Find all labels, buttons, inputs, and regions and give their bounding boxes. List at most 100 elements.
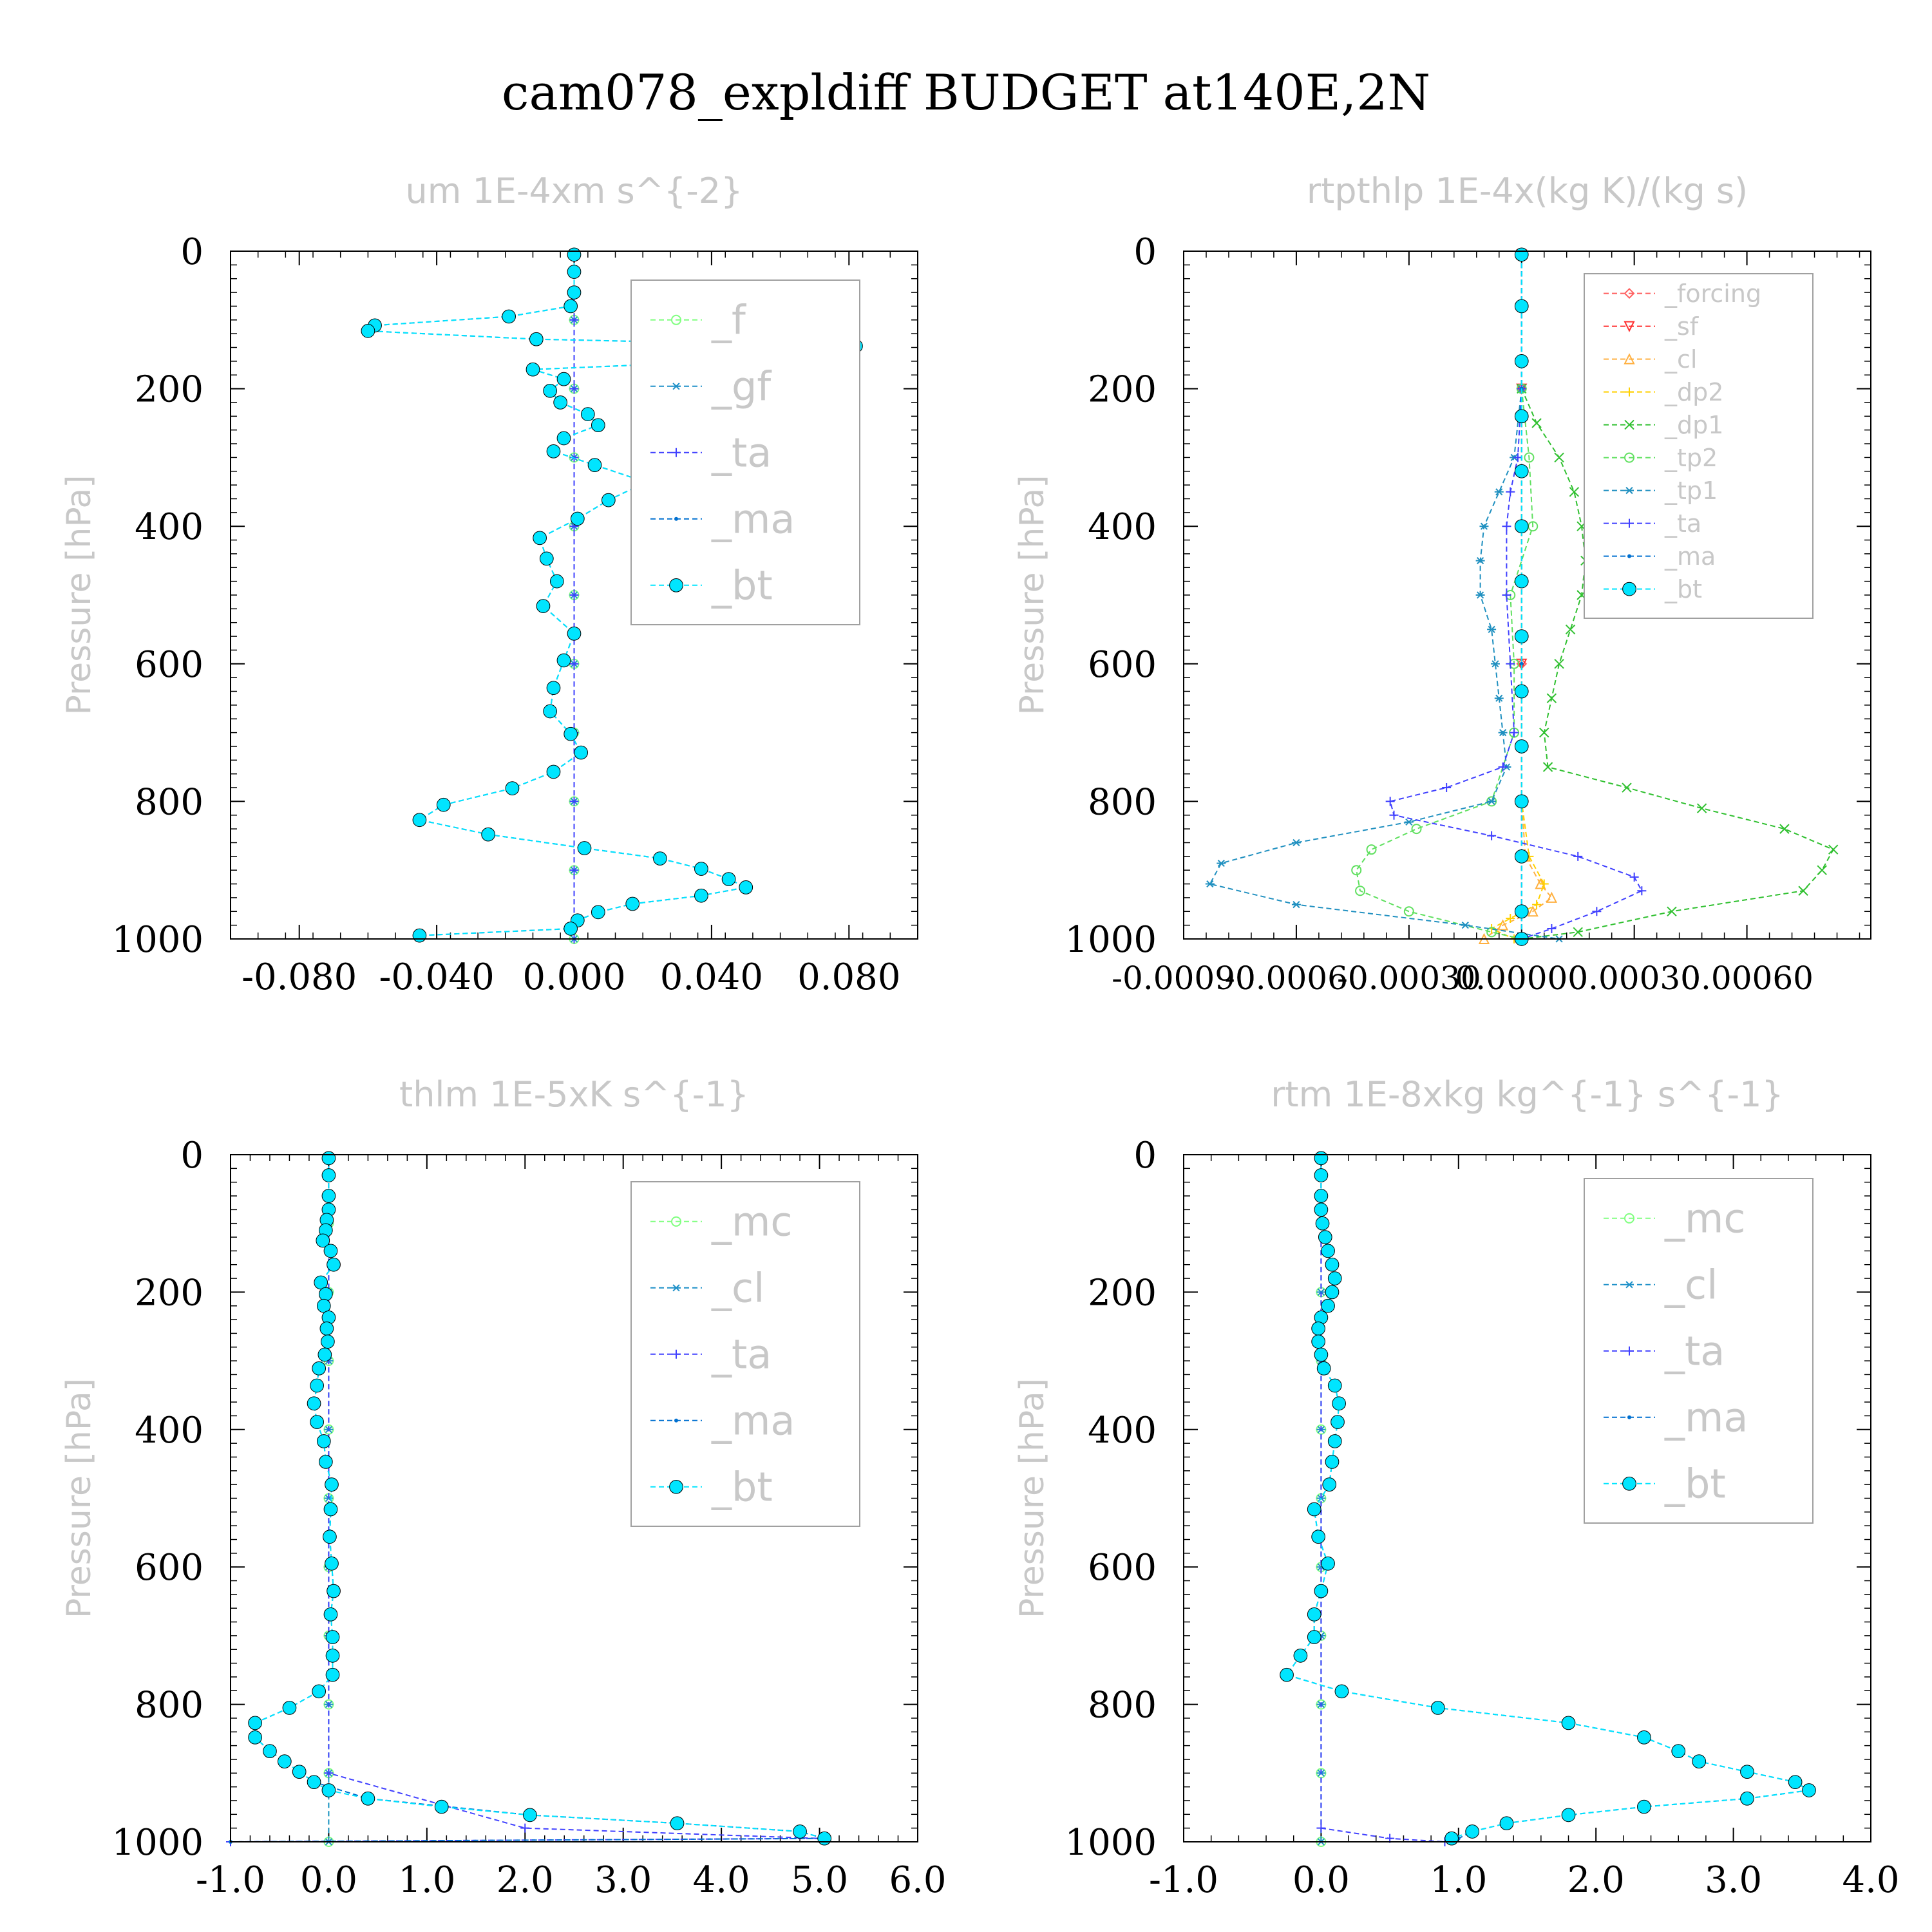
minor-ticks [230,251,918,940]
y-tick-label: 200 [135,369,204,411]
data-point [567,265,582,279]
series-line [254,1158,825,1839]
data-point [1637,1799,1651,1814]
data-point [1514,574,1529,589]
data-point [523,1808,537,1823]
data-point [1499,1816,1514,1831]
data-point [316,1434,331,1448]
data-point [307,1775,321,1790]
data-point [1307,1630,1321,1644]
data-point [1554,659,1564,669]
data-point [1637,1730,1651,1745]
x-tick-label: 0.0 [1293,1859,1350,1901]
plot-frame [1183,1154,1871,1842]
data-point [324,1768,334,1778]
data-point [481,827,495,842]
data-point [1479,522,1489,530]
data-point [1569,487,1580,497]
series-forcing [1516,249,1528,945]
data-point [1316,1823,1326,1833]
x-tick-label: 1.0 [1430,1859,1487,1901]
panel-title: rtm 1E-8xkg kg^{-1} s^{-1} [1271,1074,1784,1115]
x-tick-label: 2.0 [1567,1859,1625,1901]
data-point [1513,453,1522,462]
data-point [1546,891,1558,903]
y-tick-label: 0 [1133,231,1157,273]
x-tick-label: 3.0 [1705,1859,1762,1901]
data-point [567,285,582,299]
data-point [325,1648,340,1663]
legend-marker [674,516,678,521]
plot-frame [230,1154,918,1842]
data-point [1366,844,1377,855]
panel-title: rtpthlp 1E-4x(kg K)/(kg s) [1307,171,1748,211]
data-point [1802,1783,1816,1797]
data-point [316,1233,330,1248]
y-tick-label: 400 [135,506,204,548]
data-point [1403,906,1414,917]
data-point [325,1477,339,1492]
data-point [601,493,616,507]
figure-title: cam078_expldiff BUDGET at140E,2N [502,64,1430,121]
x-tick-label: 1.0 [398,1859,455,1901]
data-point [292,1765,307,1779]
x-tick-label: -0.00090 [1112,960,1256,997]
data-point [1502,522,1511,531]
legend-marker [1624,419,1634,430]
data-point [536,599,551,613]
data-point [1404,818,1414,826]
data-point [1592,907,1602,916]
data-point [321,1783,336,1797]
data-point [1487,831,1497,840]
data-point [323,1530,337,1544]
y-tick-label: 600 [135,644,204,686]
y-tick-label: 1000 [111,1822,204,1864]
legend-entry: _cl [650,1265,764,1312]
data-point [1561,1716,1576,1730]
data-point [1498,728,1508,737]
legend-entry: _ma [1604,1394,1748,1441]
legend-entry: _ta [1604,1328,1725,1375]
data-point [1519,661,1524,666]
data-point [533,531,547,545]
data-point [323,1607,338,1622]
data-point [1411,824,1422,835]
data-point [361,1791,375,1806]
legend-marker [1624,1213,1634,1224]
data-point [570,511,585,526]
data-point [1205,880,1215,888]
y-tick-label: 800 [1088,1685,1157,1727]
data-point [1494,694,1504,702]
legend-entry: _tp2 [1604,444,1718,472]
x-tick-label: 0.000 [522,956,625,998]
legend-entry: _mc [650,1198,792,1245]
data-point [739,880,753,895]
data-point [312,1361,327,1376]
data-point [587,458,602,472]
legend-label: _mc [1664,1195,1745,1242]
data-point [323,1502,338,1517]
data-point [1327,1434,1342,1448]
data-point [546,681,561,696]
data-point [1334,1684,1349,1699]
legend-entry: _gf [650,363,772,410]
data-point [577,841,592,855]
data-point [1527,905,1539,917]
legend-marker [672,1284,681,1292]
data-point [1307,1502,1321,1517]
data-point [625,896,640,911]
data-point [817,1831,832,1846]
data-point [1314,1151,1329,1166]
data-point [263,1744,277,1759]
legend-marker [1622,1476,1636,1491]
data-point [1514,849,1529,864]
x-tick-label: -0.080 [242,956,357,998]
legend-label: _ma [1664,1394,1748,1441]
data-point [543,704,558,719]
data-point [325,1667,340,1682]
data-point [1497,919,1509,931]
data-point [1779,824,1790,834]
legend-marker [1624,321,1635,332]
data-point [1510,728,1519,737]
